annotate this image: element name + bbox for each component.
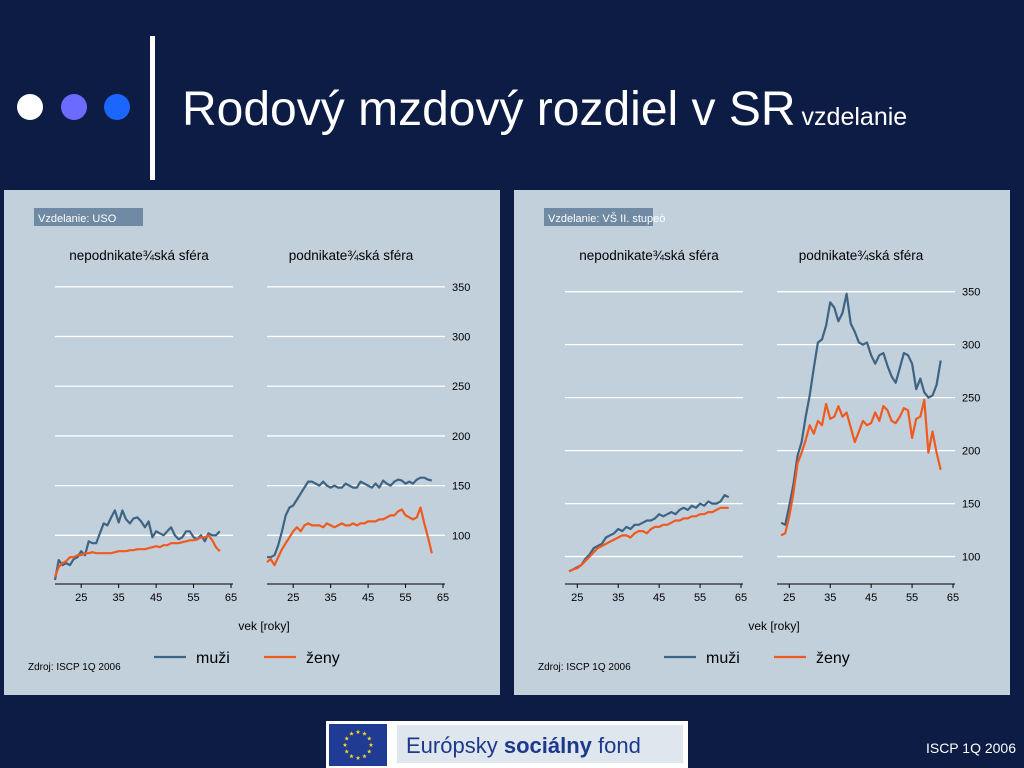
legend-label: ženy xyxy=(816,650,850,667)
chart-uso: Vzdelanie: USO nepodnikate¾ská sféra 25 35 4… xyxy=(28,208,470,673)
y-tick-label: 250 xyxy=(962,393,980,405)
eu-star-icon xyxy=(368,742,374,747)
source-note: Zdroj: ISCP 1Q 2006 xyxy=(28,662,121,673)
y-tick-label: 300 xyxy=(962,340,980,352)
x-tick-label: 35 xyxy=(612,592,624,604)
x-axis-label: vek [roky] xyxy=(238,619,289,633)
x-tick-label: 35 xyxy=(824,592,836,604)
x-tick-label: 25 xyxy=(783,592,795,604)
chart-subpanel-0: nepodnikate¾ská sféra 25 35 45 55 65 xyxy=(565,248,747,604)
chart-panel-vs: Vzdelanie: VŠ II. stupeò nepodnikate¾ská … xyxy=(514,190,1010,695)
x-tick-label: 45 xyxy=(653,592,665,604)
y-tick-label: 350 xyxy=(962,287,980,299)
x-tick-label: 55 xyxy=(906,592,918,604)
eu-star-icon xyxy=(355,729,361,734)
x-tick-label: 35 xyxy=(325,592,337,604)
chart-tag: Vzdelanie: VŠ II. stupeò xyxy=(548,212,665,225)
x-tick-label: 45 xyxy=(362,592,374,604)
esf-logo: Európsky sociálny fond xyxy=(326,721,688,768)
x-tick-label: 65 xyxy=(437,592,449,604)
eu-star-icon xyxy=(362,753,367,759)
bullet-dot-violet xyxy=(61,94,87,120)
x-axis-label: vek [roky] xyxy=(748,619,799,633)
series-line-muzi xyxy=(568,494,730,573)
chart-subpanel-1: podnikate¾ská sféra 25 35 45 55 65 100 150 200 25… xyxy=(266,248,470,604)
chart-legend: muži ženy xyxy=(664,650,850,667)
eu-star-icon xyxy=(349,753,354,759)
x-tick-label: 55 xyxy=(399,592,411,604)
x-tick-label: 65 xyxy=(225,592,237,604)
chart-subpanel-0: nepodnikate¾ská sféra 25 35 45 55 65 xyxy=(53,248,237,604)
x-tick-label: 25 xyxy=(571,592,583,604)
legend-label: ženy xyxy=(306,650,340,667)
chart-tag: Vzdelanie: USO xyxy=(38,213,117,225)
page-title: Rodový mzdový rozdiel v SR vzdelanie xyxy=(182,82,907,137)
subpanel-title: podnikate¾ská sféra xyxy=(799,248,924,263)
eu-star-icon xyxy=(344,736,350,741)
eu-star-icon xyxy=(344,749,350,754)
chart-tag-box xyxy=(544,208,653,226)
subpanel-title: nepodnikate¾ská sféra xyxy=(69,248,209,263)
eu-flag-icon xyxy=(329,724,387,766)
x-tick-label: 65 xyxy=(947,592,959,604)
eu-star-icon xyxy=(366,736,372,741)
eu-star-icon xyxy=(349,731,354,736)
series-line-zeny xyxy=(568,506,729,573)
title-main: Rodový mzdový rozdiel v SR xyxy=(182,83,796,136)
source-note: Zdroj: ISCP 1Q 2006 xyxy=(538,662,631,673)
series-line-zeny xyxy=(780,398,942,537)
eu-star-icon xyxy=(342,742,348,747)
y-tick-label: 250 xyxy=(452,381,470,393)
legend-label: muži xyxy=(706,650,740,667)
y-tick-label: 150 xyxy=(962,499,980,511)
esf-logo-text-2: sociálny xyxy=(503,733,592,758)
footer-label: ISCP 1Q 2006 xyxy=(925,740,1016,756)
esf-logo-text: Európsky sociálny fond xyxy=(406,733,641,759)
y-tick-label: 350 xyxy=(452,282,470,294)
eu-star-icon xyxy=(362,731,367,736)
chart-vs: Vzdelanie: VŠ II. stupeò nepodnikate¾ská … xyxy=(538,208,980,673)
bullet-dot-blue xyxy=(104,94,130,120)
subpanel-title: podnikate¾ská sféra xyxy=(289,248,414,263)
title-divider xyxy=(150,36,155,180)
x-tick-label: 45 xyxy=(865,592,877,604)
x-tick-label: 35 xyxy=(113,592,125,604)
eu-star-icon xyxy=(366,749,372,754)
x-tick-label: 65 xyxy=(735,592,747,604)
y-tick-label: 100 xyxy=(962,552,980,564)
x-tick-label: 25 xyxy=(75,592,87,604)
x-tick-label: 55 xyxy=(187,592,199,604)
y-tick-label: 100 xyxy=(452,530,470,542)
series-line-muzi xyxy=(53,509,221,581)
series-line-muzi xyxy=(267,476,433,559)
series-line-zeny xyxy=(53,534,221,578)
series-line-zeny xyxy=(266,506,433,567)
eu-star-icon xyxy=(355,755,361,760)
chart-panel-uso: Vzdelanie: USO nepodnikate¾ská sféra 25 35 4… xyxy=(4,190,500,695)
esf-logo-text-3: fond xyxy=(591,733,641,758)
esf-logo-text-1: Európsky xyxy=(406,733,504,758)
y-tick-label: 200 xyxy=(962,446,980,458)
series-line-muzi xyxy=(780,292,942,526)
y-tick-label: 300 xyxy=(452,332,470,344)
chart-legend: muži ženy xyxy=(154,650,340,667)
title-sub: vzdelanie xyxy=(801,103,908,131)
legend-label: muži xyxy=(196,650,230,667)
subpanel-title: nepodnikate¾ská sféra xyxy=(579,248,719,263)
x-tick-label: 55 xyxy=(694,592,706,604)
esf-logo-text-box: Európsky sociálny fond xyxy=(397,725,683,763)
chart-subpanel-1: podnikate¾ská sféra 25 35 45 55 65 100 150 200 25… xyxy=(777,248,980,604)
x-tick-label: 25 xyxy=(287,592,299,604)
y-tick-label: 150 xyxy=(452,481,470,493)
x-tick-label: 45 xyxy=(150,592,162,604)
chart-tag-box xyxy=(34,208,143,226)
bullet-dot-white xyxy=(17,94,43,120)
y-tick-label: 200 xyxy=(452,431,470,443)
